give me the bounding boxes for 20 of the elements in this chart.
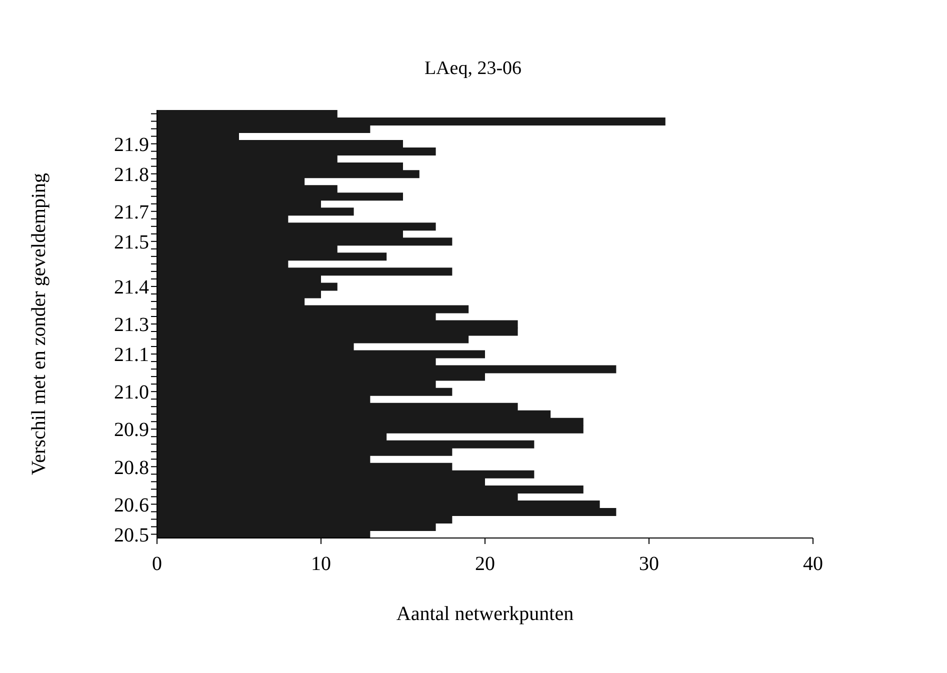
y-tick-label: 21.4 — [114, 276, 149, 299]
y-axis-title: Verschil met en zonder geveldemping — [28, 172, 50, 476]
y-tick-label: 21.7 — [114, 201, 149, 224]
x-tick-label: 30 — [639, 553, 659, 576]
x-tick-label: 0 — [152, 553, 162, 576]
y-tick-label: 21.5 — [114, 232, 149, 254]
x-tick-label: 40 — [803, 553, 823, 576]
y-tick-label: 21.0 — [114, 382, 149, 404]
chart-title: LAeq, 23-06 — [423, 58, 523, 80]
y-tick-label: 20.8 — [114, 456, 149, 479]
x-tick-label: 20 — [475, 553, 495, 576]
y-tick-label: 20.6 — [114, 494, 149, 516]
x-axis-title: Aantal netwerkpunten — [396, 603, 574, 625]
y-tick-label: 20.5 — [114, 524, 149, 546]
y-tick-label: 21.3 — [114, 314, 149, 336]
y-tick-label: 21.1 — [114, 344, 149, 366]
x-tick-label: 10 — [311, 553, 331, 576]
y-tick-label: 21.9 — [114, 134, 149, 156]
y-tick-label: 21.8 — [114, 164, 149, 186]
y-tick-label: 20.9 — [114, 419, 149, 442]
